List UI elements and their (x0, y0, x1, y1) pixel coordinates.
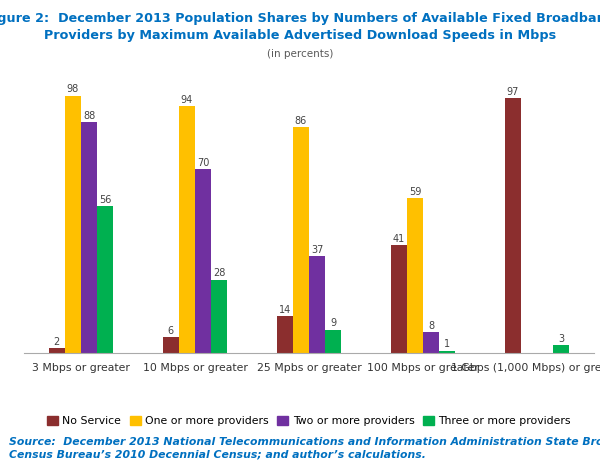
Bar (423, 332, 439, 353)
Text: 88: 88 (83, 111, 95, 121)
Bar (553, 345, 569, 353)
Bar (439, 350, 455, 353)
Text: 9: 9 (330, 318, 336, 328)
Text: 3: 3 (558, 334, 564, 344)
Text: Figure 2:  December 2013 Population Shares by Numbers of Available Fixed Broadba: Figure 2: December 2013 Population Share… (0, 12, 600, 42)
Text: 56: 56 (99, 195, 112, 205)
Bar (293, 127, 309, 353)
Bar (391, 245, 407, 353)
Text: 59: 59 (409, 187, 421, 197)
Text: 98: 98 (67, 84, 79, 94)
Bar (65, 96, 81, 353)
Text: Source:  December 2013 National Telecommunications and Information Administratio: Source: December 2013 National Telecommu… (9, 436, 600, 459)
Text: 97: 97 (506, 87, 519, 97)
Bar (325, 330, 341, 353)
Text: (in percents): (in percents) (267, 49, 333, 59)
Legend: No Service, One or more providers, Two or more providers, Three or more provider: No Service, One or more providers, Two o… (43, 411, 575, 430)
Bar (179, 106, 195, 353)
Text: 14: 14 (278, 305, 291, 315)
Text: 1: 1 (444, 339, 450, 349)
Text: 94: 94 (181, 95, 193, 105)
Bar (505, 98, 521, 353)
Text: 86: 86 (295, 116, 307, 126)
Text: 41: 41 (392, 234, 405, 244)
Text: 8: 8 (428, 321, 434, 331)
Text: 2: 2 (53, 337, 60, 347)
Text: 37: 37 (311, 245, 323, 255)
Bar (277, 317, 293, 353)
Bar (407, 198, 423, 353)
Text: 6: 6 (168, 326, 174, 336)
Bar (81, 122, 97, 353)
Bar (211, 280, 227, 353)
Bar (163, 338, 179, 353)
Text: 28: 28 (213, 268, 226, 278)
Bar (97, 206, 113, 353)
Text: 70: 70 (197, 158, 209, 168)
Bar (195, 169, 211, 353)
Bar (309, 256, 325, 353)
Bar (49, 348, 65, 353)
